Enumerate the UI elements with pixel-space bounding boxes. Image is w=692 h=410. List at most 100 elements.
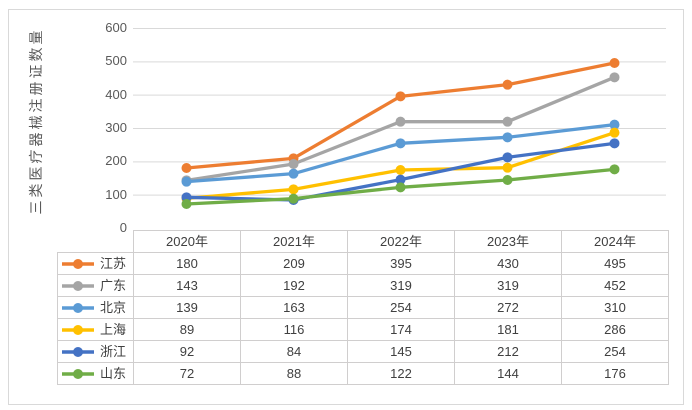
legend-marker-icon: [62, 346, 94, 357]
series-line-0: [181, 58, 620, 173]
value-cell: 176: [561, 362, 669, 385]
table-row: 上海 89 116 174 181 286: [57, 318, 669, 341]
column-header: 2020年: [133, 230, 241, 253]
data-point-marker: [288, 159, 299, 169]
table-header-row: 2020年 2021年 2022年 2023年 2024年: [58, 230, 669, 253]
legend-marker-icon: [62, 258, 94, 269]
data-point-marker: [609, 58, 620, 68]
y-axis-tick-label: 400: [105, 86, 127, 102]
value-cell: 72: [133, 362, 241, 385]
legend-marker-icon: [62, 368, 94, 379]
data-point-marker: [502, 132, 513, 143]
table-row: 广东 143 192 319 319 452: [57, 274, 669, 297]
legend-cell: 广东: [57, 274, 134, 297]
series-label: 上海: [100, 322, 127, 337]
series-label: 浙江: [100, 344, 127, 359]
data-point-marker: [609, 127, 620, 138]
legend-cell: 北京: [57, 296, 134, 319]
value-cell: 209: [240, 252, 348, 275]
series-label: 北京: [100, 300, 127, 315]
table-row: 浙江 92 84 145 212 254: [57, 340, 669, 363]
value-cell: 84: [240, 340, 348, 363]
value-cell: 254: [561, 340, 669, 363]
value-cell: 319: [347, 274, 455, 297]
legend-cell: 上海: [57, 318, 134, 341]
series-line-2: [181, 119, 620, 187]
data-point-marker: [395, 182, 406, 193]
corner-cell: [58, 231, 134, 253]
value-cell: 272: [454, 296, 562, 319]
value-cell: 92: [133, 340, 241, 363]
value-cell: 139: [133, 296, 241, 319]
value-cell: 144: [454, 362, 562, 385]
legend-cell: 浙江: [57, 340, 134, 363]
data-point-marker: [502, 175, 513, 185]
y-axis-tick-label: 300: [105, 120, 127, 135]
series-label: 广东: [100, 278, 127, 293]
data-point-marker: [181, 163, 192, 173]
series-line-5: [181, 164, 620, 209]
data-point-marker: [502, 152, 513, 163]
data-point-marker: [609, 138, 620, 149]
legend-marker-icon: [62, 302, 94, 313]
value-cell: 116: [240, 318, 348, 341]
data-point-marker: [502, 162, 513, 173]
value-cell: 192: [240, 274, 348, 297]
series-label: 山东: [100, 366, 127, 381]
data-point-marker: [288, 168, 299, 179]
y-axis-tick-label: 0: [119, 220, 127, 235]
table-row: 北京 139 163 254 272 310: [57, 296, 669, 319]
value-cell: 495: [561, 252, 669, 275]
value-cell: 430: [454, 252, 562, 275]
y-axis-title: 三类医疗器械注册证数量: [28, 27, 44, 215]
data-point-marker: [288, 193, 299, 204]
series-label: 江苏: [100, 256, 127, 271]
value-cell: 181: [454, 318, 562, 341]
value-cell: 122: [347, 362, 455, 385]
data-point-marker: [181, 199, 192, 209]
data-point-marker: [395, 174, 406, 185]
data-point-marker: [181, 176, 192, 187]
data-point-marker: [395, 91, 406, 102]
value-cell: 395: [347, 252, 455, 275]
data-point-marker: [395, 138, 406, 149]
value-cell: 145: [347, 340, 455, 363]
legend-cell: 江苏: [57, 252, 134, 275]
column-header: 2022年: [347, 230, 455, 253]
y-axis-tick-label: 100: [105, 186, 127, 202]
value-cell: 212: [454, 340, 562, 363]
data-point-marker: [609, 72, 620, 83]
value-cell: 254: [347, 296, 455, 319]
data-point-marker: [609, 164, 620, 175]
data-point-marker: [609, 119, 620, 130]
legend-marker-icon: [62, 280, 94, 291]
data-point-marker: [502, 116, 513, 127]
value-cell: 88: [240, 362, 348, 385]
legend-marker-icon: [62, 324, 94, 335]
data-point-marker: [288, 184, 299, 195]
value-cell: 180: [133, 252, 241, 275]
y-axis-tick-label: 200: [105, 153, 127, 169]
column-header: 2024年: [561, 230, 669, 253]
table-row: 山东 72 88 122 144 176: [57, 362, 669, 385]
column-header: 2023年: [454, 230, 562, 253]
value-cell: 452: [561, 274, 669, 297]
table-row: 江苏 180 209 395 430 495: [57, 252, 669, 275]
value-cell: 163: [240, 296, 348, 319]
value-cell: 310: [561, 296, 669, 319]
data-point-marker: [395, 116, 406, 127]
value-cell: 319: [454, 274, 562, 297]
column-header: 2021年: [240, 230, 348, 253]
value-cell: 286: [561, 318, 669, 341]
data-point-marker: [502, 79, 513, 90]
y-axis-tick-label: 600: [105, 20, 127, 35]
data-point-marker: [395, 165, 406, 175]
value-cell: 174: [347, 318, 455, 341]
value-cell: 143: [133, 274, 241, 297]
data-table: 2020年 2021年 2022年 2023年 2024年江苏 180 209 395 430 4…: [57, 230, 669, 385]
legend-cell: 山东: [57, 362, 134, 385]
y-axis-tick-label: 500: [105, 53, 127, 69]
value-cell: 89: [133, 318, 241, 341]
